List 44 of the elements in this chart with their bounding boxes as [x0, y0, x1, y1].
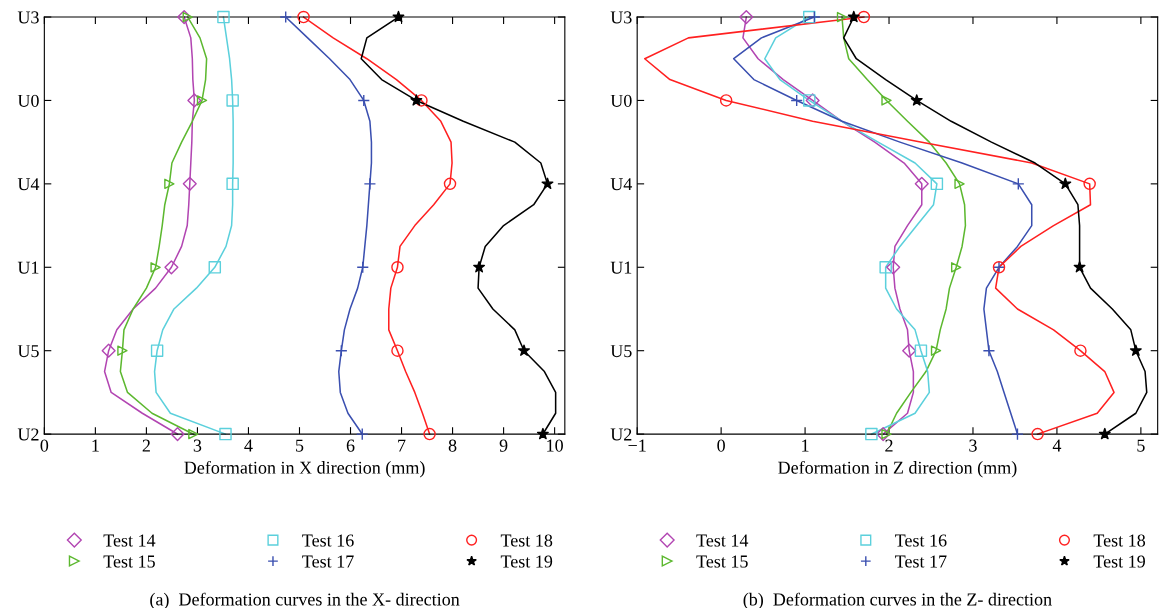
y-tick-label: U2: [610, 428, 632, 441]
x-tick-label: 3: [193, 439, 202, 452]
legend-label: Test 18: [1093, 534, 1146, 547]
y-tick-label: U0: [610, 94, 632, 107]
x-tick-label: 4: [244, 439, 253, 452]
x-tick-label: 3: [969, 439, 977, 452]
x-tick-label: 7: [398, 439, 406, 452]
x-tick-label: 4: [1052, 439, 1062, 452]
x-tick-label: 5: [296, 439, 304, 452]
x-axis-title: Deformation in X direction (mm): [184, 460, 425, 478]
x-tick-label: 1: [802, 439, 809, 452]
x-tick-label: 2: [142, 439, 150, 452]
y-tick-label: U3: [17, 11, 39, 24]
legend-label: Test 17: [302, 555, 354, 568]
x-tick-label: 1: [92, 439, 99, 452]
y-tick-label: U0: [17, 94, 39, 107]
legend-label: Test 18: [500, 534, 553, 547]
legend-label: Test 16: [895, 534, 947, 547]
x-tick-label: 0: [40, 439, 49, 452]
x-tick-label: −1: [628, 439, 646, 452]
y-tick-label: U1: [17, 261, 39, 274]
y-tick-label: U4: [610, 178, 633, 191]
y-tick-label: U2: [17, 428, 39, 441]
y-tick-label: U5: [17, 345, 39, 358]
y-tick-label: U5: [610, 345, 632, 358]
x-tick-label: 2: [885, 439, 893, 452]
y-tick-label: U3: [610, 11, 632, 24]
x-tick-label: 0: [717, 439, 725, 452]
legend-label: Test 16: [302, 534, 354, 547]
legend-label: Test 19: [500, 555, 553, 568]
legend-label: Test 15: [696, 555, 748, 568]
x-tick-label: 6: [346, 439, 355, 452]
x-tick-label: 5: [1137, 439, 1145, 452]
x-tick-label: 8: [448, 439, 457, 452]
legend-label: Test 17: [895, 555, 947, 568]
legend-label: Test 19: [1093, 555, 1145, 568]
y-tick-label: U4: [17, 178, 40, 191]
legend-label: Test 14: [696, 534, 749, 547]
y-tick-label: U1: [610, 261, 632, 274]
legend-label: Test 15: [103, 555, 155, 568]
x-tick-label: 9: [499, 439, 508, 452]
legend-label: Test 14: [103, 534, 156, 547]
x-tick-label: 10: [547, 439, 563, 452]
x-axis-title: Deformation in Z direction (mm): [778, 460, 1017, 478]
